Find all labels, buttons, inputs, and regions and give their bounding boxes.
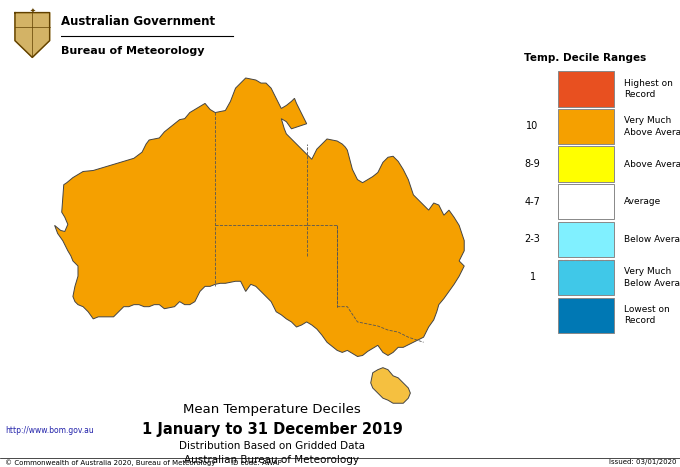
Text: http://www.bom.gov.au: http://www.bom.gov.au	[5, 426, 95, 435]
FancyBboxPatch shape	[558, 109, 614, 144]
Text: Average: Average	[624, 197, 661, 206]
Text: 10: 10	[526, 121, 539, 132]
Text: Australian Government: Australian Government	[61, 14, 216, 28]
Text: 1 January to 31 December 2019: 1 January to 31 December 2019	[141, 422, 403, 437]
FancyBboxPatch shape	[558, 146, 614, 182]
Text: 4-7: 4-7	[525, 197, 541, 207]
Text: © Commonwealth of Australia 2020, Bureau of Meteorology       ID code: AWAP: © Commonwealth of Australia 2020, Bureau…	[5, 459, 282, 466]
Text: Below Average: Below Average	[624, 235, 680, 244]
Text: Very Much
Above Average: Very Much Above Average	[624, 116, 680, 136]
Text: Very Much
Below Average: Very Much Below Average	[624, 268, 680, 288]
Text: Temp. Decile Ranges: Temp. Decile Ranges	[524, 53, 647, 63]
Polygon shape	[15, 13, 50, 57]
Text: ✦: ✦	[29, 8, 35, 14]
FancyBboxPatch shape	[558, 184, 614, 219]
Text: Australian Bureau of Meteorology: Australian Bureau of Meteorology	[184, 455, 360, 465]
Text: Bureau of Meteorology: Bureau of Meteorology	[61, 46, 205, 56]
Text: 1: 1	[530, 272, 536, 283]
Text: Lowest on
Record: Lowest on Record	[624, 305, 669, 325]
FancyBboxPatch shape	[558, 298, 614, 333]
Text: 2-3: 2-3	[525, 234, 541, 244]
Text: Mean Temperature Deciles: Mean Temperature Deciles	[183, 403, 361, 417]
Text: Above Average: Above Average	[624, 160, 680, 169]
Polygon shape	[371, 368, 410, 403]
FancyBboxPatch shape	[558, 71, 614, 106]
FancyBboxPatch shape	[558, 260, 614, 295]
Polygon shape	[54, 78, 464, 356]
Text: Distribution Based on Gridded Data: Distribution Based on Gridded Data	[179, 441, 365, 451]
Text: Highest on
Record: Highest on Record	[624, 79, 673, 99]
FancyBboxPatch shape	[558, 221, 614, 257]
Text: Issued: 03/01/2020: Issued: 03/01/2020	[609, 459, 677, 465]
Text: 8-9: 8-9	[525, 159, 541, 169]
